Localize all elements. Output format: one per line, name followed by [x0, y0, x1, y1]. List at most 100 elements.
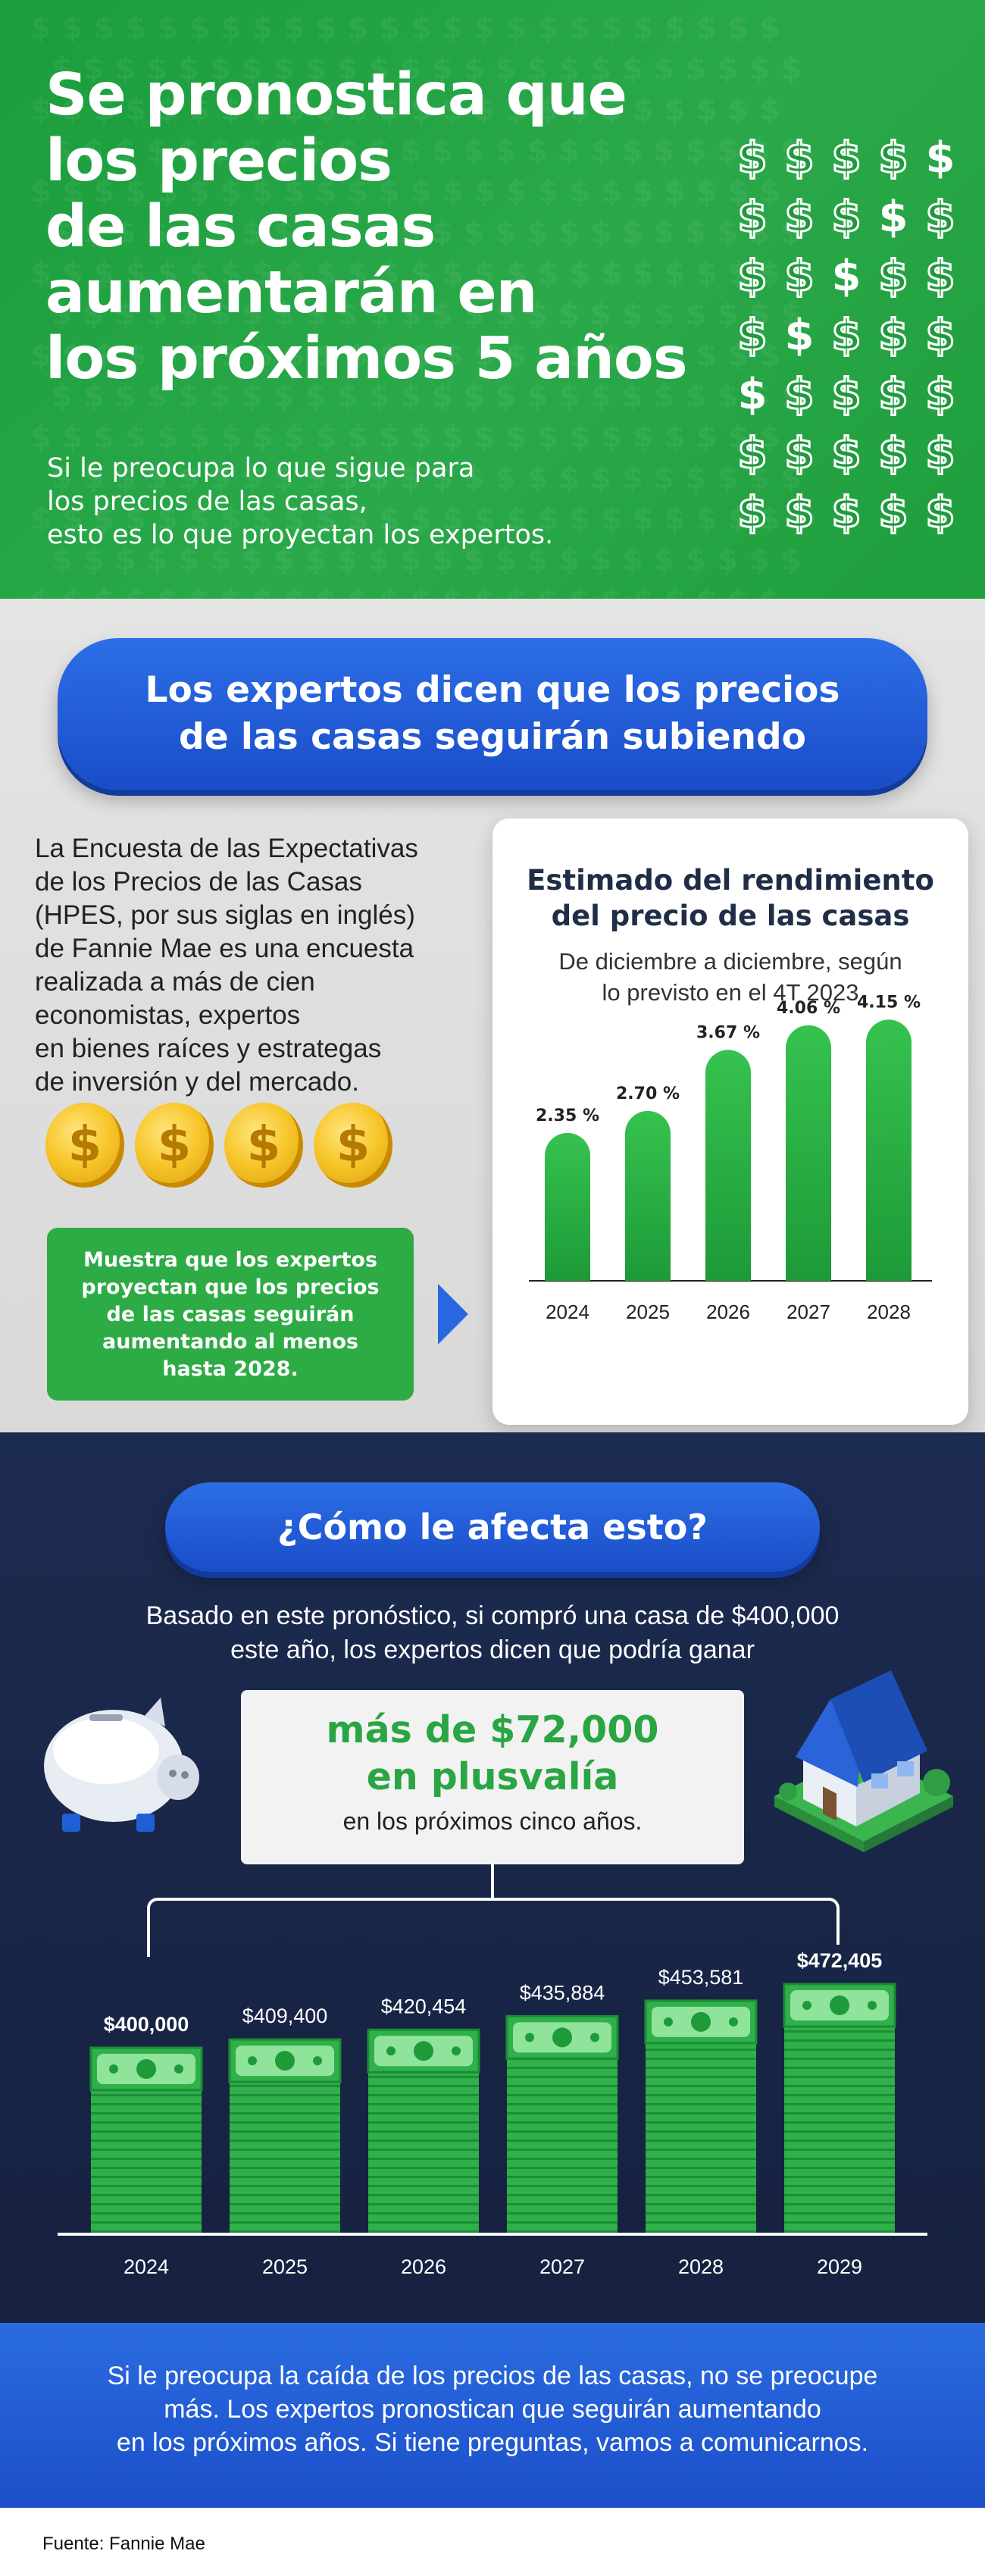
dollar-sign-icon: $ [736, 310, 768, 362]
dollar-sign-icon: $ [830, 487, 862, 539]
dollar-sign-icon: $ [736, 428, 768, 480]
dollar-sign-icon: $ [877, 251, 909, 302]
callout-box: Muestra que los expertos proyectan que l… [47, 1228, 414, 1401]
survey-description-line: realizada a más de cien [35, 967, 315, 997]
dollar-sign-icon: $ [736, 192, 768, 243]
bracket-connector [147, 1864, 840, 1957]
dollar-sign-icon: $ [877, 428, 909, 480]
hero-subtitle-line: esto es lo que proyectan los expertos. [47, 520, 554, 550]
forecast-year-label: 2026 [706, 1301, 750, 1323]
callout-line: proyectan que los precios [81, 1275, 380, 1299]
arrow-right-icon [438, 1284, 468, 1344]
survey-description-line: de Fannie Mae es una encuesta [35, 934, 414, 963]
dollar-sign-icon: $ [924, 487, 956, 539]
dollar-sign-icon: $ [830, 133, 862, 184]
equity-bubble: más de $72,000 en plusvalía en los próxi… [241, 1690, 744, 1864]
home-value-label: $400,000 [104, 2013, 189, 2036]
survey-description-line: en bienes raíces y estrategas [35, 1034, 382, 1063]
experts-section: Los expertos dicen que los precios de la… [0, 599, 985, 1432]
forecast-bar [545, 1132, 590, 1281]
home-value-year-label: 2025 [262, 2255, 308, 2278]
equity-amount-line: más de $72,000 [326, 1708, 659, 1751]
coin-icon: $ [45, 1103, 124, 1188]
chart-subtitle-line: De diciembre a diciembre, según [558, 948, 902, 975]
forecast-bar-label: 3.67 % [696, 1023, 760, 1042]
forecast-year-label: 2025 [626, 1301, 670, 1323]
dollar-sign-icon: $ [736, 251, 768, 302]
hero-subtitle-line: Si le preocupa lo que sigue para [47, 453, 475, 484]
dollar-sign-icon: $ [924, 369, 956, 421]
home-value-year-label: 2027 [539, 2255, 585, 2278]
survey-description-line: economistas, expertos [35, 1000, 301, 1030]
closing-line: en los próximos años. Si tiene preguntas… [116, 2428, 869, 2457]
affect-intro: Basado en este pronóstico, si compró una… [76, 1599, 909, 1667]
coin-icon: $ [224, 1103, 303, 1188]
home-value-year-label: 2029 [817, 2255, 862, 2278]
coin-icon: $ [314, 1103, 392, 1188]
affect-intro-line: Basado en este pronóstico, si compró una… [145, 1601, 840, 1630]
home-value-chart: $400,000 2024 $409,400 2025 $420,454 2026 $435… [44, 1670, 953, 2278]
dollar-pattern-background: $$$$$$$$$$$$$$$$$$$$$$$$ $$$$$$$$$$$$$$$… [30, 11, 812, 599]
money-stack-icon [89, 2046, 203, 2234]
survey-description-line: La Encuesta de las Expectativas [35, 834, 418, 863]
dollar-sign-icon: $ [783, 133, 815, 184]
forecast-chart-card: Estimado del rendimiento del precio de l… [492, 818, 968, 1425]
hero-title-line: los precios [45, 127, 392, 195]
forecast-bar [866, 1019, 912, 1281]
affect-intro-line: este año, los expertos dicen que podría … [230, 1635, 755, 1664]
home-value-year-label: 2028 [678, 2255, 724, 2278]
hero-title-line: de las casas [45, 193, 436, 261]
chart-title-line: Estimado del rendimiento [527, 864, 934, 897]
house-icon [774, 1670, 953, 1852]
source-section: Fuente: Fannie Mae [0, 2508, 985, 2576]
forecast-year-label: 2024 [546, 1301, 589, 1323]
chart-title: Estimado del rendimiento del precio de l… [492, 862, 968, 934]
dollar-sign-icon: $ [783, 251, 815, 302]
hero-section: $$$$$$$$$$$$$$$$$$$$$$$$ $$$$$$$$$$$$$$$… [0, 0, 985, 599]
forecast-bar-label: 4.15 % [857, 993, 921, 1012]
dollar-sign-icon: $ [925, 133, 955, 183]
dollar-sign-icon: $ [877, 487, 909, 539]
coin-icon: $ [135, 1103, 214, 1188]
equity-period: en los próximos cinco años. [342, 1808, 643, 1835]
closing-section: Si le preocupa la caída de los precios d… [0, 2323, 985, 2508]
dollar-sign-icon: $ [736, 487, 768, 539]
money-stack-icon [505, 2014, 619, 2234]
home-value-label: $435,884 [520, 1981, 605, 2004]
chart-subtitle-line: lo previsto en el 4T 2023 [602, 979, 859, 1006]
source-note: Fuente: Fannie Mae [42, 2534, 205, 2554]
forecast-bar [625, 1110, 671, 1281]
experts-heading-line: Los expertos dicen que los precios [145, 669, 840, 711]
home-value-label: $409,400 [242, 2005, 328, 2027]
dollar-sign-icon: $ [924, 310, 956, 362]
dollar-sign-icon: $ [830, 310, 862, 362]
hero-title-line: los próximos 5 años [45, 325, 688, 393]
home-value-label: $453,581 [658, 1966, 744, 1989]
dollar-sign-icon: $ [877, 310, 909, 362]
dollar-sign-icon: $ [878, 192, 908, 242]
dollar-sign-icon: $ [924, 428, 956, 480]
closing-line: más. Los expertos pronostican que seguir… [164, 2395, 821, 2424]
dollar-sign-grid: $ $ $ $ $ $ $ $ $ $ $ $ $ $ $ $ $ $ $ $ $ $ $ $ $ $ $ $ $ $ $ $ $ $ $ [729, 129, 970, 543]
closing-message: Si le preocupa la caída de los precios d… [45, 2359, 940, 2459]
dollar-sign-icon: $ [830, 369, 862, 421]
dollar-sign-icon: $ [831, 252, 861, 301]
dollar-sign-icon: $ [783, 192, 815, 243]
hero-subtitle: Si le preocupa lo que sigue para los pre… [47, 452, 653, 552]
forecast-bar-label: 2.70 % [616, 1085, 680, 1103]
piggy-bank-icon [44, 1698, 199, 1832]
survey-description: La Encuesta de las Expectativas de los P… [35, 832, 489, 1099]
forecast-year-label: 2027 [786, 1301, 830, 1323]
affect-section: $400,000 2024 $409,400 2025 $420,454 2026 $435… [0, 1432, 985, 2323]
home-value-year-label: 2024 [124, 2255, 169, 2278]
money-stack-icon [367, 2028, 480, 2234]
forecast-bar [705, 1050, 751, 1281]
dollar-sign-icon: $ [783, 369, 815, 421]
hero-subtitle-line: los precios de las casas, [47, 487, 367, 517]
survey-description-line: (HPES, por sus siglas en inglés) [35, 900, 415, 930]
dollar-sign-icon: $ [783, 487, 815, 539]
dollar-sign-icon: $ [924, 251, 956, 302]
money-stack-icon [228, 2038, 342, 2234]
hero-title-line: Se pronostica que [45, 61, 627, 129]
forecast-bar-label: 4.06 % [777, 999, 840, 1018]
